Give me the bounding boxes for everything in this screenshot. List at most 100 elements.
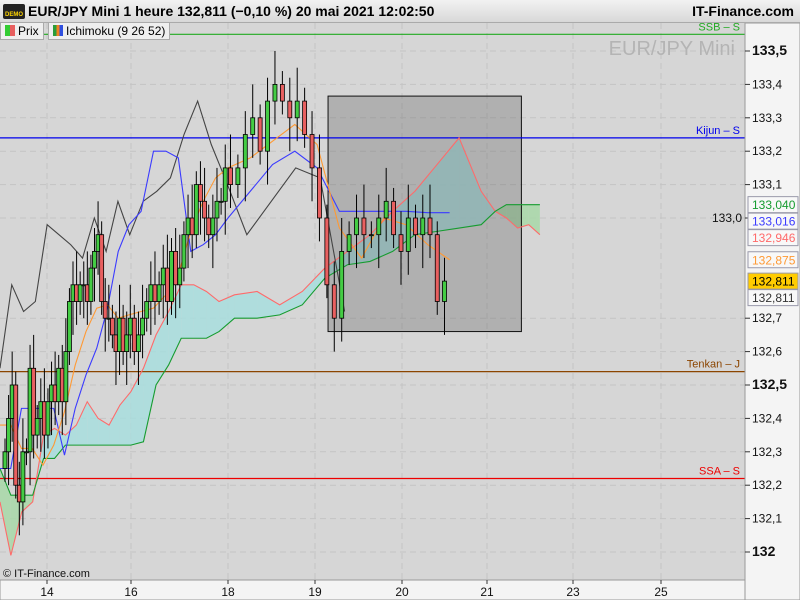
- series-line-kijun: [0, 150, 450, 470]
- x-tick-label: 19: [308, 585, 322, 599]
- candle-body: [140, 317, 145, 336]
- candle-body: [169, 250, 174, 302]
- candle: [136, 311, 141, 385]
- y-tick-label: 132,2: [752, 478, 782, 492]
- candle-body: [156, 284, 162, 302]
- candle: [383, 167, 389, 242]
- candle-body: [324, 217, 330, 286]
- candle: [214, 167, 220, 242]
- candle: [324, 204, 330, 299]
- cloud-segment: [279, 291, 303, 315]
- candle-body: [206, 217, 212, 236]
- candle: [250, 84, 256, 158]
- candle: [302, 87, 308, 148]
- candle-body: [13, 384, 19, 486]
- candle-body: [287, 100, 293, 119]
- cloud-segment: [193, 284, 207, 339]
- y-tick-label: 133,2: [752, 144, 782, 158]
- y-tick-label: 133,5: [752, 42, 787, 58]
- candle-body: [214, 200, 220, 219]
- hline-label: Kijun – S: [696, 125, 740, 137]
- y-tick-label: 133,4: [752, 77, 782, 91]
- candle: [6, 395, 11, 486]
- cloud-segment: [481, 191, 496, 225]
- cloud-segment: [43, 428, 55, 459]
- legend-ichimoku[interactable]: Ichimoku (9 26 52): [48, 22, 171, 40]
- candle: [218, 187, 224, 215]
- hline-label: SSB – S: [698, 21, 740, 33]
- y-tick-label: 132,3: [752, 445, 782, 459]
- candle-body: [294, 100, 300, 119]
- candle-body: [398, 234, 404, 252]
- candle-body: [193, 184, 199, 236]
- x-tick-label: 23: [566, 585, 580, 599]
- cloud-segment: [234, 291, 258, 319]
- candle: [317, 134, 322, 242]
- candle: [99, 221, 105, 315]
- candle-body: [222, 167, 228, 202]
- y-tick-label: 132,4: [752, 411, 782, 425]
- candle: [398, 211, 404, 285]
- legend-prix[interactable]: Prix: [0, 22, 44, 40]
- price-tag-label: 132,875: [752, 253, 796, 267]
- candle-body: [144, 301, 150, 319]
- candle-body: [354, 217, 359, 236]
- cloud-segment: [143, 334, 157, 442]
- hline-label: Tenkan – J: [687, 359, 740, 371]
- cloud-segment: [109, 405, 120, 446]
- candle-body: [413, 217, 418, 236]
- time-axis: [0, 579, 746, 600]
- candle-body: [99, 234, 105, 302]
- candle: [198, 161, 203, 235]
- candle: [92, 228, 97, 302]
- candle-body: [173, 250, 179, 286]
- candle-body: [202, 200, 207, 219]
- title-bar: DEMO EUR/JPY Mini 1 heure 132,811 (−0,10…: [0, 0, 800, 23]
- x-tick-label: 16: [124, 585, 138, 599]
- candle-body: [434, 234, 440, 302]
- candle-body: [383, 200, 389, 219]
- candle-body: [67, 301, 72, 352]
- candle: [228, 134, 233, 208]
- cloud-segment: [414, 164, 438, 235]
- candle-body: [361, 217, 367, 236]
- candle-body: [45, 401, 51, 436]
- y-tick-label: 133,3: [752, 111, 782, 125]
- cloud-segment: [98, 418, 110, 446]
- y-tick-label: 132,7: [752, 311, 782, 325]
- price-tag-label: 132,811: [752, 275, 795, 289]
- cloud-segment: [257, 291, 280, 319]
- candle: [63, 318, 69, 426]
- price-axis: [744, 22, 800, 600]
- cloud-segment: [517, 204, 529, 229]
- candle: [420, 194, 426, 269]
- copyright: © IT-Finance.com: [3, 568, 90, 580]
- plot-area: [0, 23, 745, 580]
- candle: [427, 184, 433, 259]
- candle-body: [31, 367, 37, 436]
- candle-body: [250, 117, 256, 135]
- cloud-segment: [302, 268, 325, 305]
- candle: [181, 221, 187, 282]
- candle-body: [235, 167, 241, 185]
- candle: [257, 104, 263, 165]
- candle: [24, 438, 29, 466]
- candle-body: [242, 134, 248, 169]
- candle: [67, 288, 72, 365]
- candle: [202, 167, 207, 242]
- candle: [339, 218, 345, 342]
- brand-name: IT-Finance.com: [692, 3, 794, 19]
- cloud-segment: [206, 291, 220, 339]
- x-tick-label: 21: [480, 585, 494, 599]
- candle-body: [160, 267, 166, 286]
- candle-body: [20, 451, 26, 503]
- candle-body: [420, 217, 426, 236]
- x-tick-label: 20: [395, 585, 409, 599]
- candle: [20, 418, 26, 526]
- series-line-ssb: [0, 204, 540, 496]
- cloud-segment: [119, 391, 131, 446]
- candle-body: [92, 250, 97, 269]
- price-tag: [747, 229, 799, 247]
- chart-title: EUR/JPY Mini 1 heure 132,811 (−0,10 %) 2…: [28, 3, 435, 19]
